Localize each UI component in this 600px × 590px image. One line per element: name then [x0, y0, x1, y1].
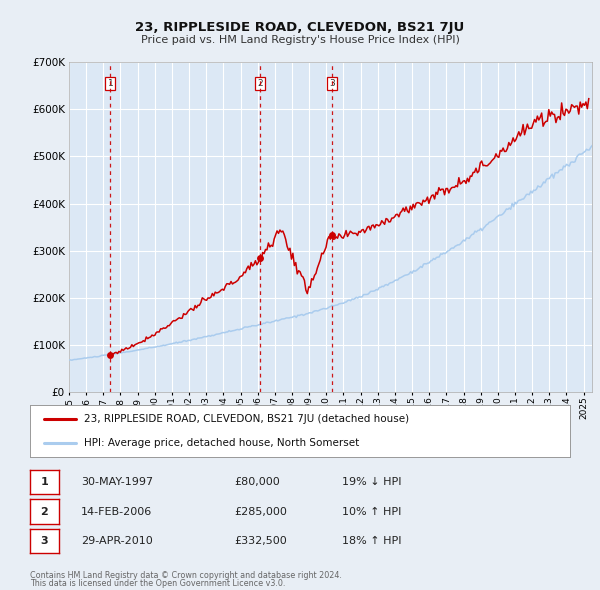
Text: 29-APR-2010: 29-APR-2010	[81, 536, 153, 546]
Text: 30-MAY-1997: 30-MAY-1997	[81, 477, 153, 487]
Text: 14-FEB-2006: 14-FEB-2006	[81, 507, 152, 516]
Text: 23, RIPPLESIDE ROAD, CLEVEDON, BS21 7JU: 23, RIPPLESIDE ROAD, CLEVEDON, BS21 7JU	[136, 21, 464, 34]
Text: 2: 2	[257, 79, 263, 88]
Text: 19% ↓ HPI: 19% ↓ HPI	[342, 477, 401, 487]
Text: 1: 1	[107, 79, 113, 88]
Text: 3: 3	[329, 79, 335, 88]
Text: Contains HM Land Registry data © Crown copyright and database right 2024.: Contains HM Land Registry data © Crown c…	[30, 571, 342, 579]
Text: 3: 3	[41, 536, 48, 546]
Text: £285,000: £285,000	[234, 507, 287, 516]
Text: HPI: Average price, detached house, North Somerset: HPI: Average price, detached house, Nort…	[84, 438, 359, 448]
Text: 18% ↑ HPI: 18% ↑ HPI	[342, 536, 401, 546]
Text: £332,500: £332,500	[234, 536, 287, 546]
Text: This data is licensed under the Open Government Licence v3.0.: This data is licensed under the Open Gov…	[30, 579, 286, 588]
Text: 2: 2	[41, 507, 48, 516]
Text: 1: 1	[41, 477, 48, 487]
Text: Price paid vs. HM Land Registry's House Price Index (HPI): Price paid vs. HM Land Registry's House …	[140, 35, 460, 45]
Text: £80,000: £80,000	[234, 477, 280, 487]
Text: 10% ↑ HPI: 10% ↑ HPI	[342, 507, 401, 516]
Text: 23, RIPPLESIDE ROAD, CLEVEDON, BS21 7JU (detached house): 23, RIPPLESIDE ROAD, CLEVEDON, BS21 7JU …	[84, 414, 409, 424]
